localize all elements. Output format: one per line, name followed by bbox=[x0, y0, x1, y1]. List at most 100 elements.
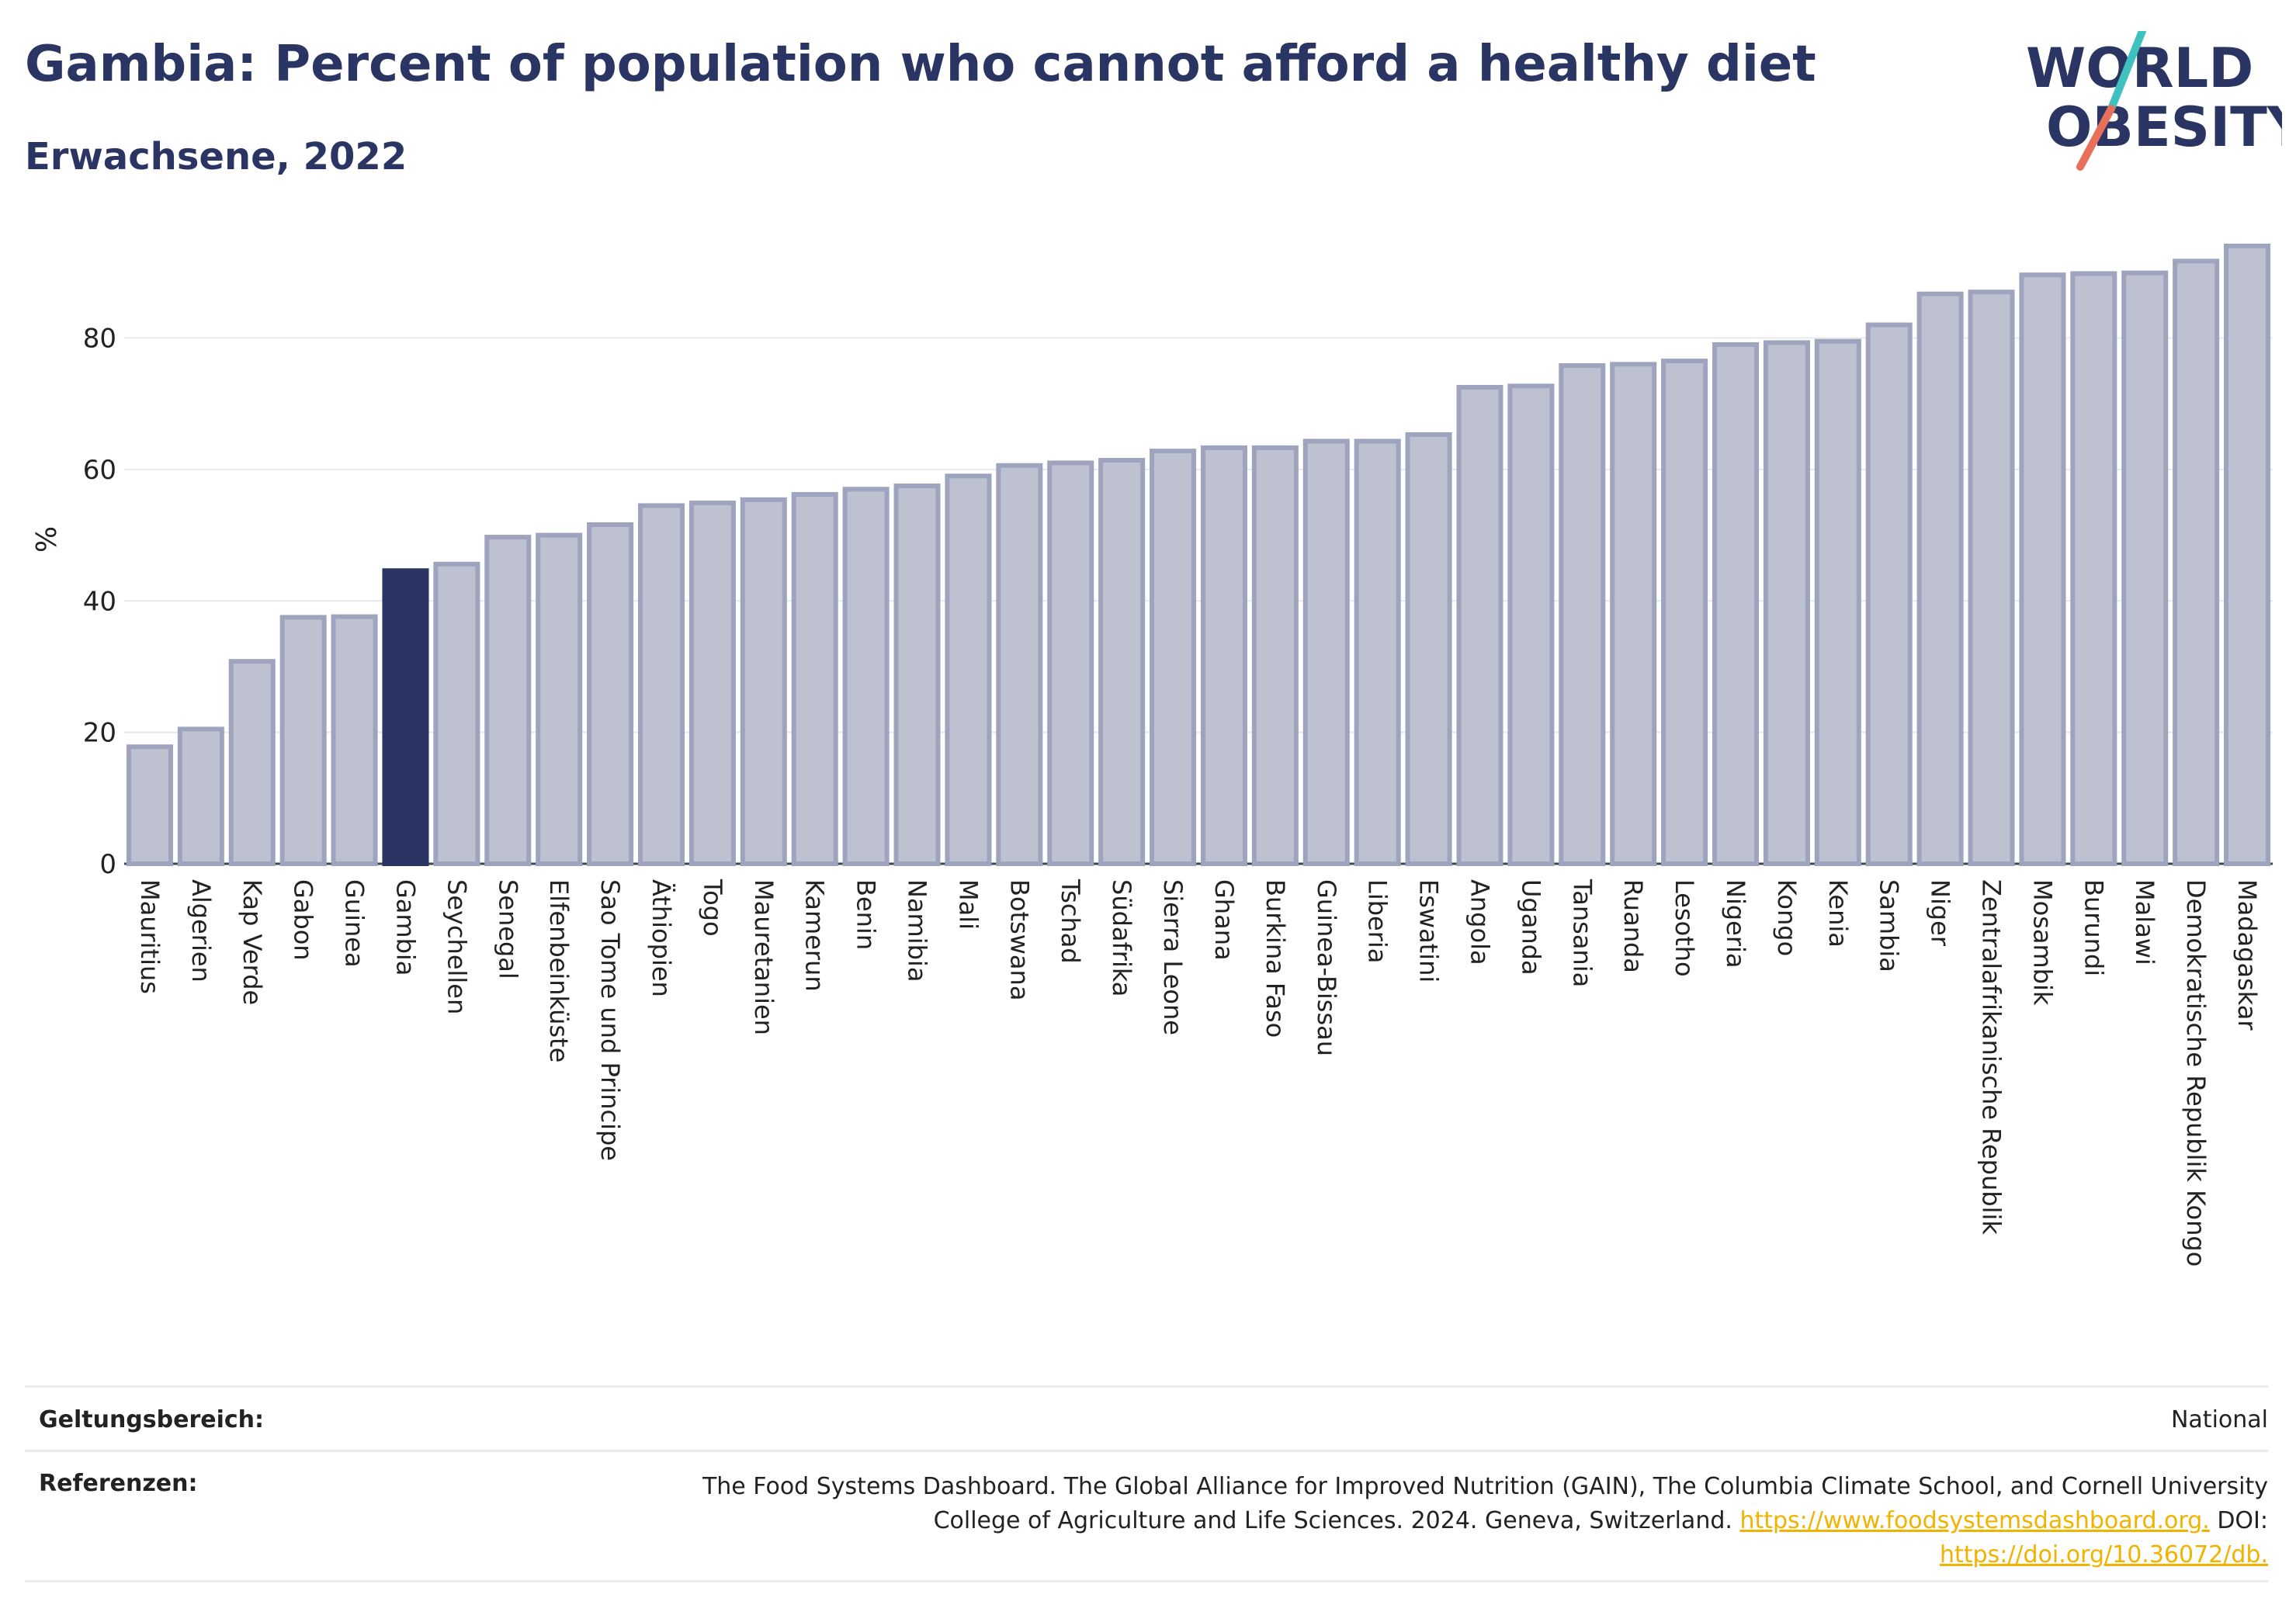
x-tick-label: Tansania bbox=[1567, 879, 1597, 987]
x-tick-label: Liberia bbox=[1363, 879, 1393, 963]
bar-Burkina Faso bbox=[1251, 445, 1299, 866]
x-tick-label: Togo bbox=[698, 879, 727, 937]
bars bbox=[126, 243, 2271, 867]
bar-Guinea-Bissau bbox=[1302, 438, 1350, 866]
doi-link[interactable]: https://doi.org/10.36072/db. bbox=[1940, 1541, 2268, 1568]
scope-value: National bbox=[2170, 1406, 2268, 1433]
x-tick-label: Mosambik bbox=[2027, 879, 2057, 1006]
bar-Mali bbox=[945, 473, 992, 866]
x-tick-label: Demokratische Republik Kongo bbox=[2181, 879, 2211, 1267]
x-axis-ticks: Mauritius Algerien Kap Verde Gabon Guinea Gam… bbox=[135, 879, 2262, 1267]
x-tick-label: Burundi bbox=[2079, 879, 2108, 976]
bar-Kenia bbox=[1814, 338, 1861, 866]
bar-Mosambik bbox=[2019, 272, 2066, 866]
bar-Mauretanien bbox=[740, 497, 787, 866]
scope-label: Geltungsbereich: bbox=[39, 1406, 265, 1433]
bar-Zentralafrikanische Republik bbox=[1968, 289, 2015, 866]
y-axis-label: % bbox=[31, 526, 63, 553]
y-tick-label: 40 bbox=[83, 586, 116, 617]
bar-Tschad bbox=[1047, 460, 1094, 866]
bar-Uganda bbox=[1507, 383, 1555, 866]
logo-word-obesity: OBESITY bbox=[2046, 95, 2282, 159]
x-tick-label: Kongo bbox=[1772, 879, 1802, 956]
bar-Eswatini bbox=[1405, 431, 1452, 866]
bar-Tansania bbox=[1559, 363, 1606, 867]
references-label: Referenzen: bbox=[39, 1470, 198, 1497]
x-tick-label: Mauritius bbox=[135, 879, 165, 994]
chart-title: Gambia: Percent of population who cannot… bbox=[25, 36, 1816, 93]
x-tick-label: Gambia bbox=[390, 879, 420, 976]
bar-Sierra Leone bbox=[1150, 449, 1197, 866]
x-tick-label: Sierra Leone bbox=[1158, 879, 1188, 1035]
bar-Ghana bbox=[1200, 445, 1247, 866]
x-tick-label: Burkina Faso bbox=[1261, 879, 1290, 1038]
bar-Mauritius bbox=[126, 744, 173, 866]
bar-Südafrika bbox=[1098, 458, 1146, 866]
bar-Lesotho bbox=[1661, 359, 1708, 866]
bar-Niger bbox=[1916, 291, 1964, 866]
references-text: The Food Systems Dashboard. The Global A… bbox=[483, 1470, 2268, 1572]
bar-Senegal bbox=[484, 535, 532, 867]
bar-Seychellen bbox=[433, 561, 480, 866]
x-tick-label: Kamerun bbox=[800, 879, 830, 992]
x-tick-label: Zentralafrikanische Republik bbox=[1977, 879, 2006, 1235]
x-tick-label: Senegal bbox=[493, 879, 522, 979]
reference-line-2: College of Agriculture and Life Sciences… bbox=[933, 1507, 1732, 1534]
x-tick-label: Benin bbox=[851, 879, 881, 950]
world-obesity-logo: WORLD OBESITY bbox=[2026, 31, 2282, 171]
x-tick-label: Nigeria bbox=[1721, 879, 1750, 968]
x-tick-label: Lesotho bbox=[1670, 879, 1699, 977]
footer-divider-bottom bbox=[25, 1580, 2268, 1582]
bar-Madagaskar bbox=[2224, 243, 2271, 866]
bar-Äthiopien bbox=[637, 503, 685, 866]
x-tick-label: Mauretanien bbox=[749, 879, 779, 1035]
bar-Kongo bbox=[1763, 340, 1810, 867]
bar-Sao Tome und Principe bbox=[587, 522, 634, 866]
x-tick-label: Mali bbox=[953, 879, 983, 930]
x-tick-label: Sao Tome und Principe bbox=[595, 879, 625, 1161]
bar-Gabon bbox=[279, 615, 327, 866]
bar-Benin bbox=[842, 487, 890, 866]
x-tick-label: Madagaskar bbox=[2232, 879, 2262, 1031]
bar-Kap Verde bbox=[228, 659, 276, 866]
x-tick-label: Südafrika bbox=[1107, 879, 1136, 996]
x-tick-label: Malawi bbox=[2130, 879, 2159, 965]
bar-Algerien bbox=[177, 726, 224, 866]
logo-slash-coral bbox=[2076, 105, 2115, 171]
x-tick-label: Eswatini bbox=[1414, 879, 1444, 983]
x-tick-label: Kap Verde bbox=[238, 879, 267, 1005]
x-tick-label: Angola bbox=[1465, 879, 1494, 965]
bar-Angola bbox=[1456, 385, 1503, 866]
bar-Namibia bbox=[893, 483, 941, 866]
bar-Togo bbox=[688, 501, 736, 866]
x-tick-label: Sambia bbox=[1875, 879, 1904, 972]
bar-Kamerun bbox=[791, 492, 838, 867]
y-axis-ticks: 0 20 40 60 80 bbox=[83, 324, 116, 881]
x-tick-label: Ruanda bbox=[1618, 879, 1648, 973]
bar-Elfenbeinküste bbox=[536, 532, 583, 866]
dashboard-link[interactable]: https://www.foodsystemsdashboard.org. bbox=[1739, 1507, 2210, 1534]
x-tick-label: Ghana bbox=[1209, 879, 1239, 961]
bar-Guinea bbox=[331, 614, 378, 866]
bar-Liberia bbox=[1354, 438, 1401, 866]
bar-chart: 0 20 40 60 80 Mauritius Algerien Kap Verde Gabo… bbox=[31, 243, 2273, 1267]
x-tick-label: Guinea-Bissau bbox=[1312, 879, 1341, 1056]
bar-Nigeria bbox=[1712, 341, 1760, 866]
y-tick-label: 20 bbox=[83, 718, 116, 749]
bar-Burundi bbox=[2070, 271, 2117, 867]
x-tick-label: Botswana bbox=[1004, 879, 1034, 1000]
doi-label: DOI: bbox=[2217, 1507, 2268, 1534]
gridlines bbox=[124, 337, 2273, 865]
footer-divider-top bbox=[25, 1385, 2268, 1388]
bar-Ruanda bbox=[1610, 362, 1657, 866]
y-tick-label: 80 bbox=[83, 324, 116, 355]
bar-highlight-Gambia bbox=[382, 568, 429, 866]
reference-line-1: The Food Systems Dashboard. The Global A… bbox=[702, 1473, 2268, 1500]
bar-Botswana bbox=[996, 463, 1043, 866]
y-tick-label: 0 bbox=[99, 849, 116, 880]
x-tick-label: Gabon bbox=[289, 879, 318, 961]
x-tick-label: Tschad bbox=[1056, 879, 1085, 964]
x-tick-label: Algerien bbox=[186, 879, 216, 983]
x-tick-label: Elfenbeinküste bbox=[544, 879, 574, 1062]
x-tick-label: Uganda bbox=[1516, 879, 1545, 976]
